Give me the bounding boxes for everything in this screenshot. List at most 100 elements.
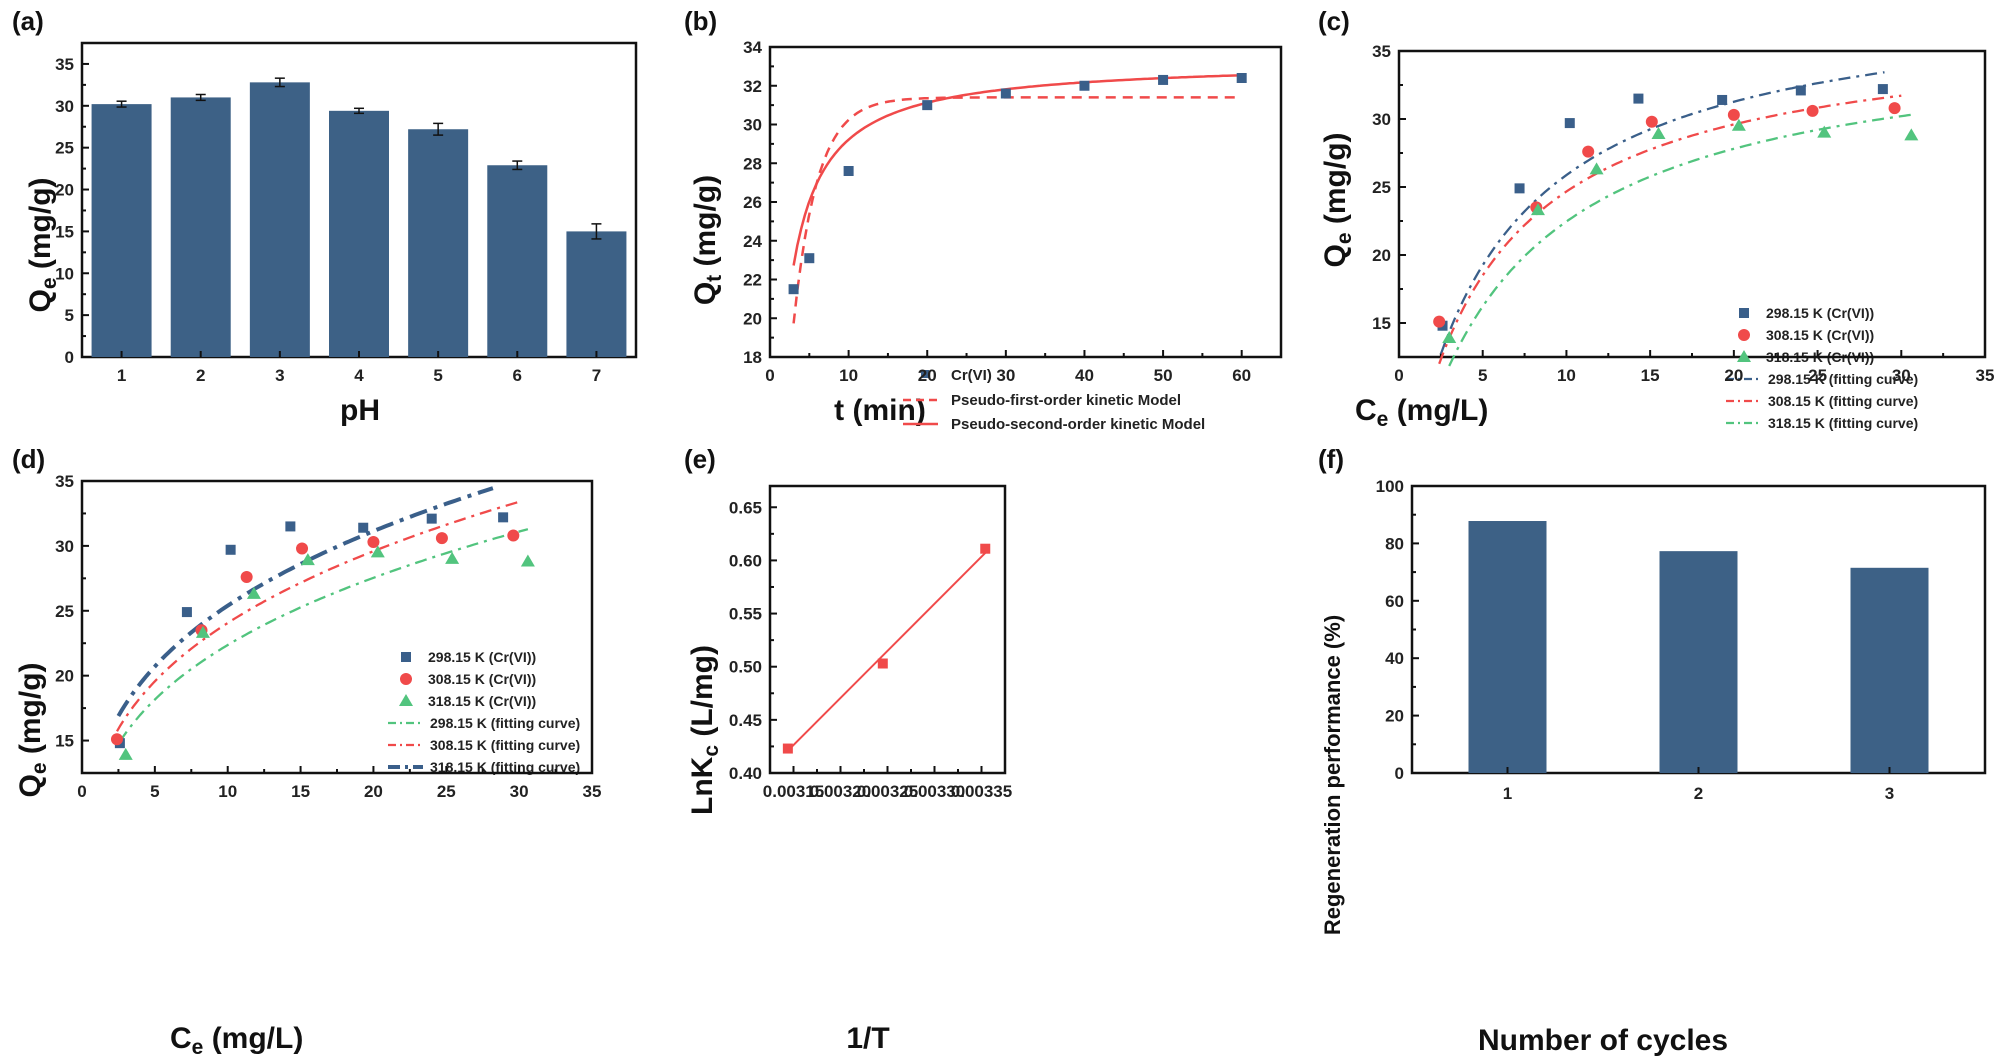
x-tick-label-c: 20 bbox=[1724, 366, 1743, 385]
data-point-308.15 bbox=[240, 571, 253, 584]
panel-f-regeneration: (f) Number of cycles Regeneration perfor… bbox=[1318, 444, 1728, 1057]
data-point-cr6 bbox=[922, 100, 933, 111]
x-tick-label-d: 5 bbox=[150, 782, 159, 801]
x-tick-label-e: 0.00335 bbox=[951, 782, 1012, 801]
x-axis-label-c: Ce (mg/L) bbox=[1355, 394, 1488, 431]
y-tick-label-f: 80 bbox=[1385, 534, 1404, 553]
data-point-318.15 bbox=[1904, 128, 1919, 141]
y-tick-label-e: 0.65 bbox=[729, 498, 762, 517]
data-point-318.15 bbox=[1442, 330, 1457, 343]
x-tick-label-c: 10 bbox=[1557, 366, 1576, 385]
x-tick-label-a: 5 bbox=[433, 366, 442, 385]
panel-a-ph-effect: (a) pH Qe (mg/g) bbox=[12, 6, 380, 427]
data-point-298.15 bbox=[1795, 85, 1806, 96]
x-tick-label-a: 6 bbox=[513, 366, 522, 385]
data-point-308.15 bbox=[296, 542, 309, 555]
data-point-cr6 bbox=[843, 166, 854, 176]
panel-c-langmuir: (c) Ce (mg/L) Qe (mg/g) 298.15 K (Cr(VI)… bbox=[1318, 6, 1918, 431]
legend-label: 318.15 K (fitting curve) bbox=[430, 759, 580, 775]
y-tick-label-d: 25 bbox=[55, 602, 74, 621]
x-tick-label-d: 30 bbox=[510, 782, 529, 801]
legend-label: 308.15 K (Cr(VI)) bbox=[428, 671, 536, 687]
bar-ph-7 bbox=[566, 231, 627, 357]
legend-label: 298.15 K (fitting curve) bbox=[1768, 371, 1918, 387]
data-point-cr6 bbox=[1236, 73, 1247, 83]
legend-d: 298.15 K (Cr(VI)) 308.15 K (Cr(VI)) 318.15… bbox=[388, 649, 580, 775]
data-point-318.15 bbox=[1817, 125, 1832, 138]
y-tick-label-a: 0 bbox=[65, 348, 74, 367]
data-point-318.15 bbox=[1530, 203, 1545, 216]
legend-marker-square bbox=[1739, 308, 1749, 318]
x-tick-label-b: 10 bbox=[839, 366, 858, 385]
panel-label-e: (e) bbox=[684, 444, 716, 474]
y-tick-label-b: 20 bbox=[743, 309, 762, 328]
x-tick-label-d: 35 bbox=[583, 782, 602, 801]
y-tick-label-e: 0.50 bbox=[729, 658, 762, 677]
x-axis-label-d: Ce (mg/L) bbox=[170, 1022, 303, 1059]
y-tick-label-a: 10 bbox=[55, 264, 74, 283]
x-tick-label-b: 40 bbox=[1075, 366, 1094, 385]
y-tick-label-d: 15 bbox=[55, 732, 74, 751]
data-point-318.15 bbox=[1731, 118, 1746, 131]
y-tick-label-e: 0.55 bbox=[729, 605, 762, 624]
data-point-298.15 bbox=[1717, 94, 1728, 105]
x-axis-label-b: t (min) bbox=[834, 394, 926, 427]
x-tick-label-e: 0.00330 bbox=[904, 782, 965, 801]
data-point-318.15 bbox=[520, 554, 535, 567]
y-tick-label-b: 18 bbox=[743, 348, 762, 367]
x-tick-label-a: 7 bbox=[592, 366, 601, 385]
y-tick-label-f: 0 bbox=[1395, 764, 1404, 783]
x-tick-label-c: 5 bbox=[1478, 366, 1487, 385]
data-point-298.15 bbox=[1564, 118, 1575, 129]
bar-cycle-3 bbox=[1850, 567, 1929, 773]
legend-marker-square bbox=[921, 370, 929, 378]
x-tick-label-d: 15 bbox=[291, 782, 310, 801]
legend-b: Cr(VI) Pseudo-first-order kinetic Model … bbox=[903, 367, 1205, 433]
legend-marker-triangle bbox=[1737, 350, 1751, 362]
x-tick-label-b: 30 bbox=[996, 366, 1015, 385]
bar-ph-4 bbox=[329, 110, 389, 357]
y-tick-label-c: 20 bbox=[1372, 246, 1391, 265]
data-point-298.15 bbox=[498, 512, 509, 523]
data-point-298.15 bbox=[181, 607, 192, 618]
y-axis-label-c: Qe (mg/g) bbox=[1319, 132, 1356, 267]
x-tick-label-d: 10 bbox=[218, 782, 237, 801]
data-point-298.15 bbox=[358, 522, 369, 533]
y-tick-label-d: 35 bbox=[55, 472, 74, 491]
panel-b-kinetics: (b) t (min) Qt (mg/g) Cr(VI) Pseudo-firs… bbox=[684, 6, 1205, 433]
y-tick-label-c: 35 bbox=[1372, 42, 1391, 61]
fit-curve-318.15 bbox=[116, 486, 494, 718]
fit-curve-298.15 bbox=[1439, 71, 1885, 355]
data-point-318.15 bbox=[370, 545, 385, 558]
y-tick-label-e: 0.40 bbox=[729, 764, 762, 783]
y-axis-label-b: Qt (mg/g) bbox=[689, 175, 726, 305]
data-point-318.15 bbox=[118, 747, 133, 760]
data-point-308.15 bbox=[110, 733, 123, 746]
x-tick-label-b: 50 bbox=[1154, 366, 1173, 385]
data-point-cr6 bbox=[1158, 74, 1169, 85]
data-point-cr6 bbox=[1000, 88, 1011, 99]
y-tick-label-b: 22 bbox=[743, 271, 762, 290]
bar-ph-2 bbox=[170, 97, 231, 357]
x-axis-label-f: Number of cycles bbox=[1478, 1024, 1728, 1057]
panel-d-freundlich: (d) Ce (mg/L) Qe (mg/g) 298.15 K (Cr(VI)… bbox=[12, 444, 580, 1059]
fit-curve-298.15 bbox=[118, 528, 529, 743]
data-point-318.15 bbox=[1651, 126, 1666, 139]
plot-frame-b bbox=[768, 45, 1283, 359]
y-tick-label-b: 30 bbox=[743, 116, 762, 135]
y-tick-label-f: 20 bbox=[1385, 707, 1404, 726]
data-point-308.15 bbox=[1888, 102, 1901, 115]
x-tick-label-e: 0.00325 bbox=[857, 782, 918, 801]
data-point-318.15 bbox=[300, 553, 315, 566]
y-tick-label-b: 28 bbox=[743, 154, 762, 173]
x-tick-label-f: 3 bbox=[1885, 784, 1894, 803]
data-point-lnkc bbox=[782, 743, 793, 754]
data-point-308.15 bbox=[1582, 145, 1595, 158]
data-point-cr6 bbox=[804, 253, 815, 264]
legend-marker-circle bbox=[400, 673, 412, 685]
data-point-308.15 bbox=[1645, 115, 1658, 128]
x-tick-label-f: 1 bbox=[1503, 784, 1512, 803]
data-point-318.15 bbox=[195, 625, 210, 638]
x-tick-label-c: 30 bbox=[1892, 366, 1911, 385]
